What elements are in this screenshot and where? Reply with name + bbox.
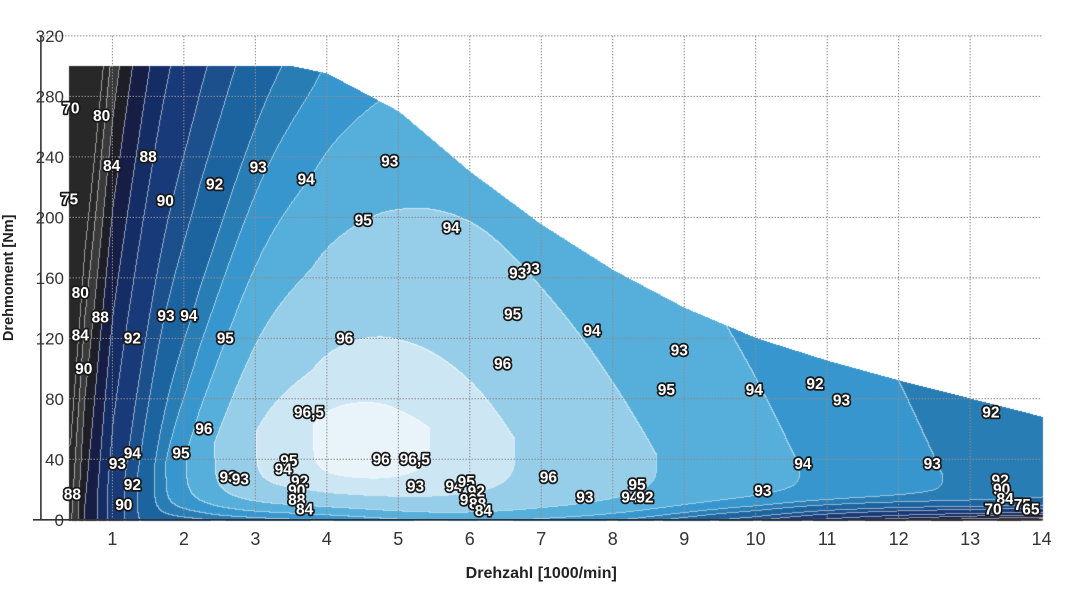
svg-text:92: 92 [806,376,823,393]
svg-text:95: 95 [504,306,522,323]
svg-text:93: 93 [509,265,527,282]
svg-text:95: 95 [658,382,676,399]
svg-text:9: 9 [679,529,689,549]
svg-text:40: 40 [45,450,64,469]
svg-text:93: 93 [250,160,268,177]
svg-text:94: 94 [746,382,764,399]
svg-text:95: 95 [355,213,373,230]
svg-text:320: 320 [36,27,64,46]
svg-text:2: 2 [179,529,189,549]
svg-text:96,5: 96,5 [400,451,431,468]
svg-text:70: 70 [62,101,79,118]
svg-text:88: 88 [64,486,82,503]
svg-text:80: 80 [93,108,110,125]
svg-text:92: 92 [206,176,223,193]
svg-text:5: 5 [393,529,403,549]
svg-text:11: 11 [818,529,837,549]
svg-text:200: 200 [36,208,64,227]
svg-text:94: 94 [180,308,198,325]
svg-text:93: 93 [754,483,772,500]
svg-text:Drehzahl [1000/min]: Drehzahl [1000/min] [466,565,617,582]
svg-text:12: 12 [889,529,909,549]
svg-text:95: 95 [172,445,190,462]
svg-text:92: 92 [124,477,141,494]
svg-text:280: 280 [36,87,64,106]
svg-text:93: 93 [407,479,425,496]
svg-text:94: 94 [583,323,601,340]
svg-text:96: 96 [195,421,213,438]
svg-text:1: 1 [107,529,117,549]
svg-text:90: 90 [157,193,174,210]
svg-text:80: 80 [45,390,64,409]
svg-text:70: 70 [984,501,1001,518]
svg-text:96: 96 [540,470,558,487]
svg-text:7: 7 [536,529,546,549]
svg-text:96: 96 [494,356,512,373]
svg-text:80: 80 [72,285,89,302]
svg-text:93: 93 [576,489,594,506]
svg-text:93: 93 [157,308,175,325]
svg-text:94: 94 [124,445,142,462]
svg-text:160: 160 [36,269,64,288]
svg-text:84: 84 [296,501,314,518]
svg-text:95: 95 [217,331,235,348]
svg-text:94: 94 [794,456,812,473]
svg-text:96: 96 [373,451,391,468]
svg-text:88: 88 [92,309,110,326]
svg-text:84: 84 [103,158,121,175]
svg-text:90: 90 [115,497,132,514]
svg-text:92: 92 [636,489,653,506]
svg-text:4: 4 [322,529,332,549]
svg-text:65: 65 [1022,501,1040,518]
svg-text:84: 84 [475,503,493,520]
svg-text:90: 90 [75,361,92,378]
svg-text:8: 8 [608,529,618,549]
svg-text:96: 96 [336,331,354,348]
svg-text:240: 240 [36,148,64,167]
svg-text:92: 92 [982,405,999,422]
svg-text:96,5: 96,5 [294,405,325,422]
svg-text:13: 13 [960,529,980,549]
svg-text:94: 94 [443,220,461,237]
svg-text:14: 14 [1032,529,1052,549]
svg-text:93: 93 [833,393,851,410]
svg-text:88: 88 [139,149,157,166]
svg-text:3: 3 [250,529,260,549]
svg-text:6: 6 [465,529,475,549]
svg-text:93: 93 [924,456,942,473]
svg-text:92: 92 [124,331,141,348]
svg-text:84: 84 [72,327,90,344]
svg-text:93: 93 [232,472,250,489]
svg-text:94: 94 [275,461,293,478]
svg-text:0: 0 [55,511,64,530]
svg-text:10: 10 [746,529,766,549]
svg-text:93: 93 [671,343,689,360]
svg-text:Drehmoment [Nm]: Drehmoment [Nm] [1,214,17,341]
svg-text:94: 94 [297,172,315,189]
svg-text:75: 75 [61,191,79,208]
svg-text:93: 93 [381,154,399,171]
svg-text:120: 120 [36,329,64,348]
